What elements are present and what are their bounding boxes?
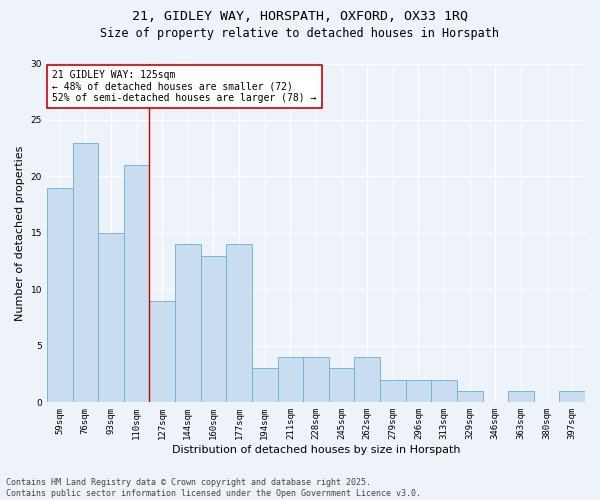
Text: Size of property relative to detached houses in Horspath: Size of property relative to detached ho… [101, 28, 499, 40]
Text: Contains HM Land Registry data © Crown copyright and database right 2025.
Contai: Contains HM Land Registry data © Crown c… [6, 478, 421, 498]
Text: 21 GIDLEY WAY: 125sqm
← 48% of detached houses are smaller (72)
52% of semi-deta: 21 GIDLEY WAY: 125sqm ← 48% of detached … [52, 70, 317, 104]
Text: 21, GIDLEY WAY, HORSPATH, OXFORD, OX33 1RQ: 21, GIDLEY WAY, HORSPATH, OXFORD, OX33 1… [132, 10, 468, 23]
Bar [559, 391, 585, 402]
Bar [431, 380, 457, 402]
Bar [124, 165, 149, 402]
Bar [252, 368, 278, 402]
Bar [73, 142, 98, 402]
Bar [329, 368, 355, 402]
Bar [200, 256, 226, 402]
Bar [303, 357, 329, 403]
Bar [226, 244, 252, 402]
Bar [406, 380, 431, 402]
Bar [457, 391, 482, 402]
Bar [278, 357, 303, 403]
Bar [47, 188, 73, 402]
X-axis label: Distribution of detached houses by size in Horspath: Distribution of detached houses by size … [172, 445, 460, 455]
Bar [380, 380, 406, 402]
Y-axis label: Number of detached properties: Number of detached properties [15, 145, 25, 320]
Bar [508, 391, 534, 402]
Bar [149, 300, 175, 402]
Bar [355, 357, 380, 403]
Bar [175, 244, 200, 402]
Bar [98, 233, 124, 402]
